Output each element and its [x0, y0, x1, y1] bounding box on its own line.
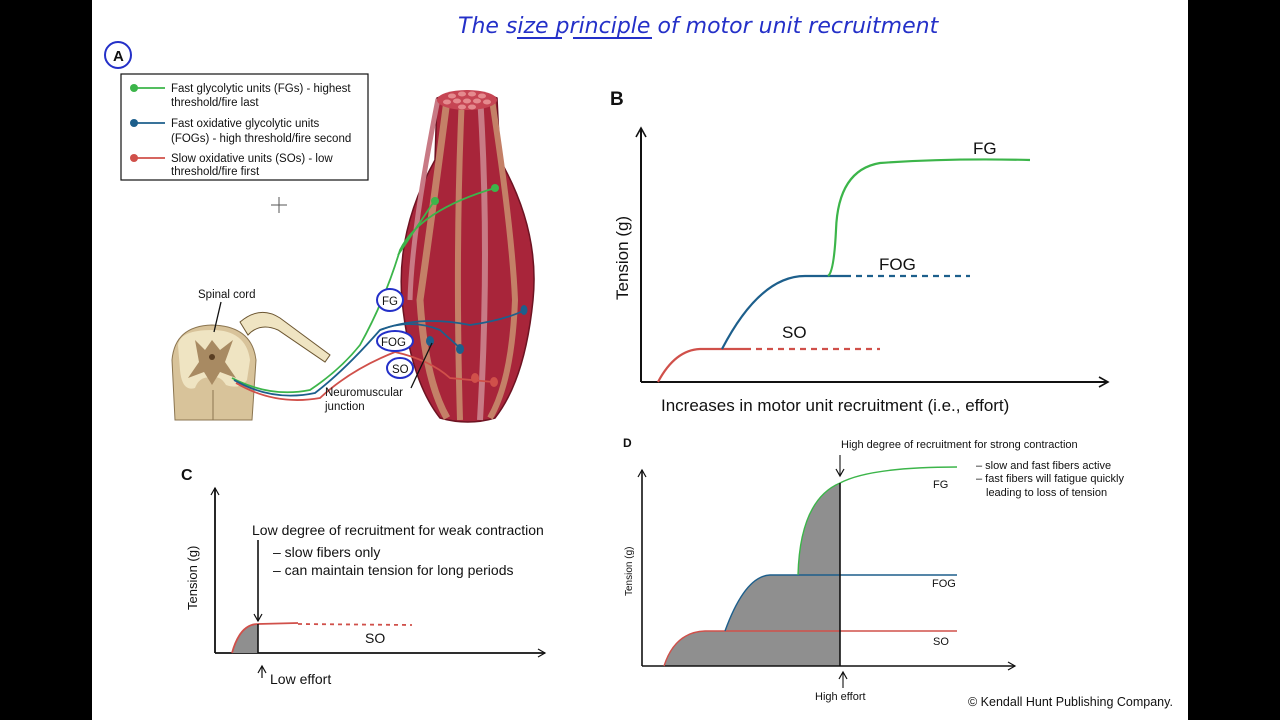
- handwritten-title: The size principle of motor unit recruit…: [458, 14, 940, 39]
- panel-d-graph: D High degree of recruitment for strong …: [623, 436, 1124, 703]
- d-heading: High degree of recruitment for strong co…: [841, 439, 1078, 451]
- c-so-label: SO: [365, 630, 385, 646]
- d-bullet-3: leading to loss of tension: [986, 487, 1107, 499]
- legend-fog-line1: Fast oxidative glycolytic units: [171, 118, 320, 130]
- so-dot-icon: [130, 154, 138, 162]
- d-so-curve: [663, 630, 957, 667]
- nmj-label-2: junction: [324, 401, 365, 413]
- spinal-cord-pointer: [213, 301, 222, 333]
- panel-a-label: A: [113, 48, 124, 65]
- circled-fg-label: FG: [382, 296, 398, 308]
- c-heading: Low degree of recruitment for weak contr…: [252, 522, 544, 538]
- d-fg-label: FG: [933, 479, 948, 491]
- d-shaded-area: [664, 483, 840, 666]
- c-y-label: Tension (g): [185, 546, 200, 610]
- motor-neurons: [231, 187, 526, 401]
- c-shaded-area: [232, 624, 258, 653]
- panel-c-graph: C Low degree of recruitment for weak con…: [181, 467, 547, 687]
- spinal-cord-label: Spinal cord: [198, 289, 256, 301]
- panel-c-label: C: [181, 467, 193, 484]
- panel-d-label: D: [623, 436, 632, 450]
- circled-so-label: SO: [392, 364, 409, 376]
- legend: Fast glycolytic units (FGs) - highest th…: [120, 73, 369, 181]
- d-bullet-2: – fast fibers will fatigue quickly: [976, 473, 1124, 485]
- d-fog-label: FOG: [932, 578, 956, 590]
- panel-a-circle: [104, 41, 132, 69]
- legend-fg-line1: Fast glycolytic units (FGs) - highest: [171, 83, 351, 95]
- legend-fog-line2: (FOGs) - high threshold/fire second: [171, 133, 351, 145]
- copyright-notice: © Kendall Hunt Publishing Company.: [968, 695, 1173, 709]
- b-x-label: Increases in motor unit recruitment (i.e…: [661, 396, 1009, 415]
- panel-b-graph: B FG FOG SO Tension (g) Increases in mot…: [610, 89, 1110, 415]
- fg-dot-icon: [130, 84, 138, 92]
- b-fg-label: FG: [973, 139, 997, 158]
- d-y-label: Tension (g): [624, 547, 635, 596]
- d-high-effort-label: High effort: [815, 691, 866, 703]
- fog-dot-icon: [130, 119, 138, 127]
- legend-so-line1: Slow oxidative units (SOs) - low: [171, 153, 333, 165]
- c-low-effort-label: Low effort: [270, 671, 331, 687]
- d-bullet-1: – slow and fast fibers active: [976, 460, 1111, 472]
- spinal-cord-illustration: [171, 311, 331, 421]
- b-so-curve: [657, 347, 745, 383]
- muscle-illustration: [400, 90, 535, 423]
- panel-b-label: B: [610, 89, 624, 110]
- legend-so-line2: threshold/fire first: [171, 166, 260, 178]
- b-so-label: SO: [782, 323, 807, 342]
- legend-fg-line2: threshold/fire last: [171, 97, 259, 109]
- d-fog-curve: [724, 574, 957, 632]
- crosshair-cursor-icon: [271, 197, 287, 213]
- b-fog-curve: [721, 274, 845, 350]
- nmj-label-1: Neuromuscular: [325, 387, 403, 399]
- c-bullet-2: – can maintain tension for long periods: [273, 562, 513, 578]
- d-so-label: SO: [933, 636, 949, 648]
- b-fog-label: FOG: [879, 255, 916, 274]
- b-y-label: Tension (g): [613, 216, 632, 300]
- circled-fog-label: FOG: [381, 337, 406, 349]
- c-bullet-1: – slow fibers only: [273, 544, 380, 560]
- c-so-dashed: [297, 623, 413, 626]
- b-fg-curve: [827, 158, 1031, 277]
- nmj-pointer: [410, 342, 433, 389]
